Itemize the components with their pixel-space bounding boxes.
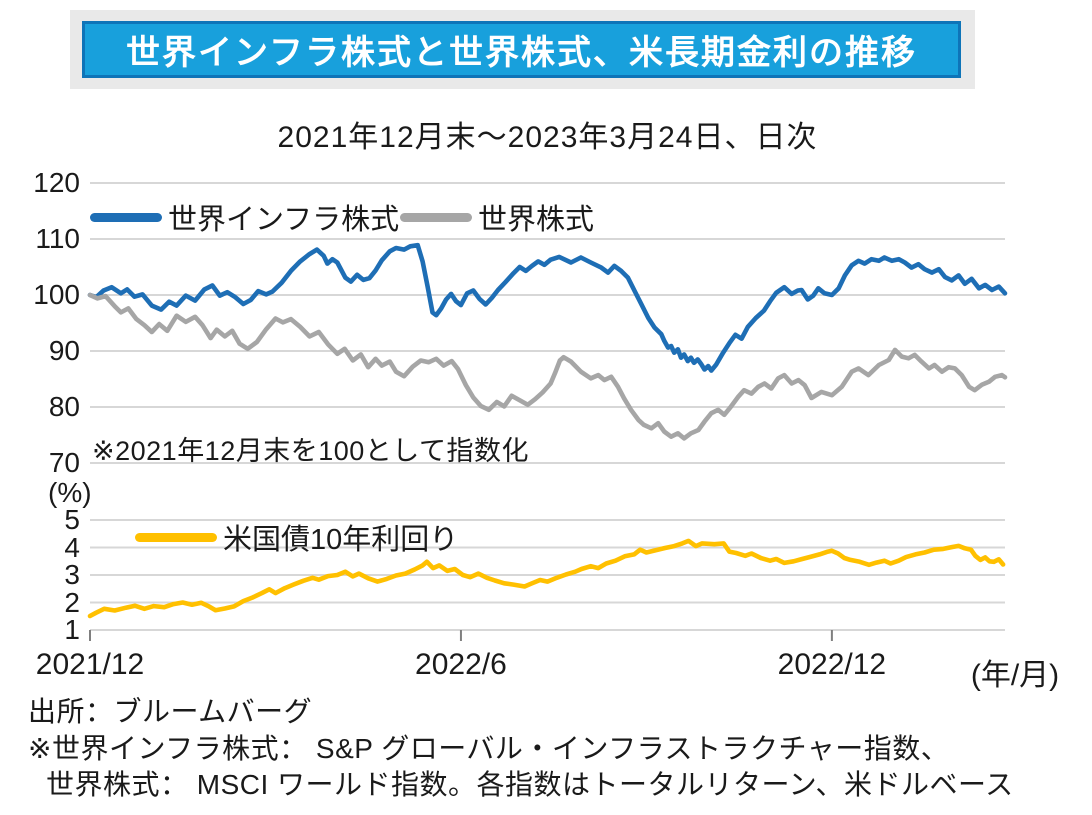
legend-label-world: 世界株式 (478, 204, 595, 236)
x-tick-label: 2021/12 (35, 648, 145, 681)
y-tick-label: 3 (64, 559, 80, 590)
y-tick-label: 90 (48, 335, 80, 366)
y-tick-label: 110 (35, 223, 80, 254)
footer-notes: 出所：ブルームバーグ ※世界インフラ株式： S&P グローバル・インフラストラク… (28, 694, 1014, 804)
x-axis-unit-label: (年/月) (970, 659, 1060, 692)
world-line-swatch (400, 212, 472, 222)
y-tick-label: 100 (33, 279, 80, 310)
legend-label-infra: 世界インフラ株式 (168, 204, 400, 236)
y-tick-label: 5 (64, 504, 80, 535)
page-title: 世界インフラ株式と世界株式、米長期金利の推移 (126, 34, 917, 72)
y-tick-label: 4 (64, 531, 80, 563)
series-line-世界株式 (87, 292, 1008, 441)
x-tick-label: 2022/6 (415, 648, 507, 681)
yield-line-swatch (135, 532, 217, 542)
y-tick-label: 80 (48, 391, 80, 422)
y-tick-label: 2 (64, 586, 80, 618)
header-box: 世界インフラ株式と世界株式、米長期金利の推移 (82, 21, 961, 78)
percent-axis-label: (%) (48, 477, 92, 508)
infra-line-swatch (90, 212, 162, 222)
index-base-note: ※2021年12月末を100として指数化 (92, 436, 529, 466)
legend-item-yield: 米国債10年利回り (135, 516, 458, 558)
chart-subtitle: 2021年12月末～2023年3月24日、日次 (277, 121, 818, 154)
y-tick-label: 120 (33, 167, 80, 198)
footnote-line-1: ※世界インフラ株式： S&P グローバル・インフラストラクチャー指数、 (28, 732, 950, 764)
legend-item-world: 世界株式 (400, 196, 594, 238)
y-tick-label: 1 (64, 614, 80, 645)
series-line-米国債10年利回り (87, 538, 1006, 619)
series-line-世界インフラ株式 (87, 242, 1008, 373)
legend-label-yield: 米国債10年利回り (223, 524, 459, 556)
y-tick-label: 70 (48, 447, 80, 478)
source-line: 出所：ブルームバーグ (28, 696, 313, 727)
legend-item-infra: 世界インフラ株式 (90, 196, 399, 238)
x-tick-label: 2022/12 (777, 648, 887, 681)
footnote-line-2: 世界株式： MSCI ワールド指数。各指数はトータルリターン、米ドルベース (46, 769, 1014, 800)
